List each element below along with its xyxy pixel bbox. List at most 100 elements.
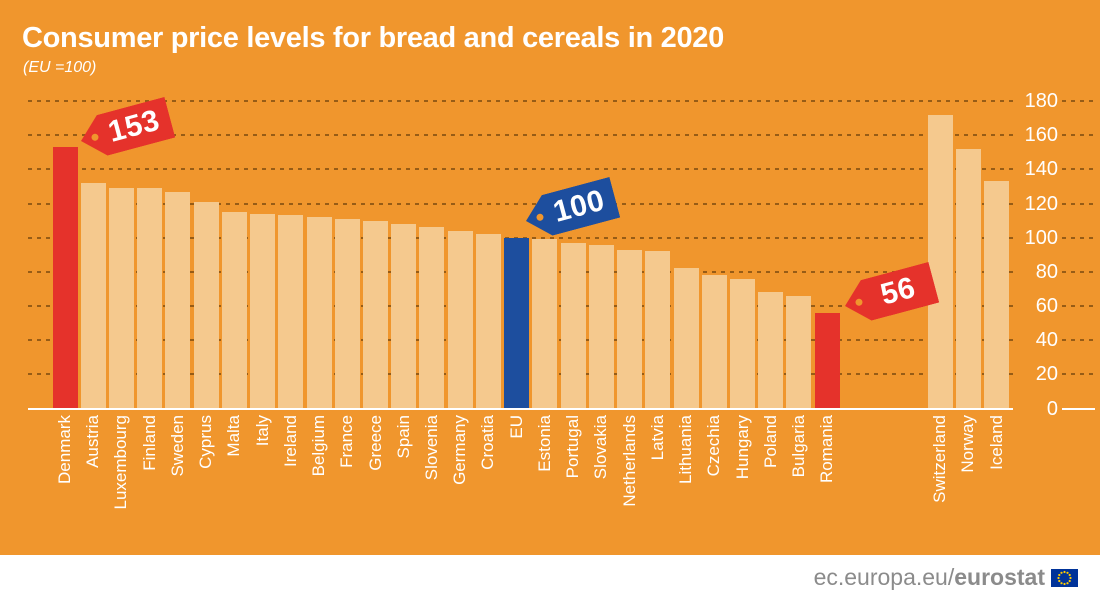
bar-label-romania: Romania [817, 415, 837, 484]
bar-sweden [165, 191, 191, 409]
bar-austria [80, 183, 106, 409]
y-axis-label-20: 20 [1035, 363, 1058, 386]
bar-latvia [645, 251, 671, 409]
tag-value: 100 [549, 183, 609, 229]
bar-belgium [306, 217, 332, 409]
bar-label-france: France [337, 415, 357, 468]
y-axis-label-60: 60 [1035, 295, 1058, 317]
tag-value: 153 [104, 103, 164, 149]
bar-label-denmark: Denmark [55, 415, 74, 484]
bar-label-sweden: Sweden [167, 415, 187, 477]
tick-dash-140 [1062, 168, 1095, 171]
y-axis-label-120: 120 [1024, 192, 1058, 215]
y-axis-label-80: 80 [1035, 260, 1058, 283]
bar-label-cyprus: Cyprus [196, 415, 216, 469]
y-axis-label-160: 160 [1024, 124, 1058, 147]
bar-cyprus [193, 201, 219, 409]
gridline-180 [28, 100, 1016, 102]
bar-finland [137, 188, 163, 409]
bar-malta [221, 212, 247, 409]
bar-label-finland: Finland [139, 415, 159, 471]
bar-bulgaria [786, 295, 812, 409]
bar-luxembourg [108, 188, 134, 409]
bar-label-czechia: Czechia [704, 415, 724, 477]
bar-czechia [701, 275, 727, 409]
bar-italy [250, 213, 276, 409]
bar-ireland [278, 215, 304, 409]
bar-poland [758, 292, 784, 409]
bar-label-bulgaria: Bulgaria [788, 415, 808, 478]
bar-switzerland [927, 114, 953, 409]
gridline-120 [28, 202, 1016, 205]
bar-label-estonia: Estonia [534, 415, 554, 472]
price-tag-eu: 100 [521, 177, 621, 241]
bar-lithuania [673, 268, 699, 409]
chart-title: Consumer price levels for bread and cere… [22, 22, 724, 54]
tick-dash-120 [1062, 202, 1095, 205]
tag-hole [855, 298, 864, 307]
bar-label-croatia: Croatia [478, 415, 498, 470]
bar-slovenia [419, 227, 445, 409]
x-axis-line [28, 407, 1013, 410]
bar-label-spain: Spain [393, 415, 413, 459]
bar-label-portugal: Portugal [563, 415, 583, 479]
y-axis-label-140: 140 [1024, 158, 1058, 181]
bar-label-latvia: Latvia [647, 415, 667, 461]
bar-label-slovenia: Slovenia [421, 415, 441, 481]
tick-dash-80 [1062, 270, 1095, 273]
bar-estonia [532, 239, 558, 409]
tick-dash-20 [1062, 373, 1095, 376]
tick-dash-60 [1062, 305, 1095, 307]
bar-label-germany: Germany [450, 415, 470, 485]
bar-romania [814, 312, 840, 409]
bar-label-lithuania: Lithuania [676, 415, 696, 485]
bar-label-norway: Norway [958, 415, 978, 473]
bar-hungary [730, 278, 756, 409]
bar-label-austria: Austria [83, 415, 103, 468]
y-axis-label-0: 0 [1046, 397, 1058, 420]
bar-germany [447, 230, 473, 409]
price-tag-denmark: 153 [76, 97, 176, 161]
footer-url-prefix: ec.europa.eu/ [813, 564, 955, 590]
bar-eu [504, 237, 530, 409]
footer-url-eurostat: eurostat [954, 564, 1045, 590]
bar-label-ireland: Ireland [280, 415, 300, 467]
bar-spain [391, 224, 417, 409]
bar-label-belgium: Belgium [309, 415, 329, 477]
tick-dash-0 [1062, 407, 1095, 410]
y-axis-label-100: 100 [1024, 226, 1058, 249]
bar-croatia [475, 234, 501, 409]
bar-norway [955, 148, 981, 409]
tick-dash-100 [1062, 236, 1095, 239]
bar-label-iceland: Iceland [986, 415, 1006, 470]
chart-subtitle: (EU =100) [23, 59, 97, 76]
bar-label-italy: Italy [252, 415, 272, 447]
gridline-140 [28, 168, 1016, 171]
eu-flag-icon [1051, 568, 1078, 587]
bar-france [334, 218, 360, 409]
tick-dash-180 [1062, 100, 1095, 102]
gridline-160 [28, 134, 1016, 137]
bar-label-greece: Greece [365, 415, 385, 471]
bar-label-hungary: Hungary [732, 415, 752, 480]
eurostat-link[interactable]: ec.europa.eu/eurostat [814, 564, 1078, 591]
bar-label-poland: Poland [760, 415, 780, 468]
footer-bar: ec.europa.eu/eurostat [0, 555, 1100, 600]
tick-dash-160 [1062, 134, 1095, 137]
y-axis-label-180: 180 [1024, 90, 1058, 112]
bar-portugal [560, 242, 586, 409]
tag-value: 56 [877, 270, 919, 312]
bar-label-switzerland: Switzerland [930, 415, 950, 503]
bar-label-slovakia: Slovakia [591, 415, 611, 480]
bar-iceland [984, 181, 1010, 409]
bar-label-malta: Malta [224, 415, 244, 457]
y-axis-label-40: 40 [1035, 329, 1058, 352]
chart-background: Consumer price levels for bread and cere… [0, 0, 1100, 555]
bar-greece [363, 220, 389, 409]
bar-slovakia [588, 244, 614, 409]
bar-label-netherlands: Netherlands [619, 415, 639, 507]
bar-netherlands [617, 249, 643, 409]
bar-label-luxembourg: Luxembourg [111, 415, 131, 510]
bar-denmark [52, 147, 78, 409]
